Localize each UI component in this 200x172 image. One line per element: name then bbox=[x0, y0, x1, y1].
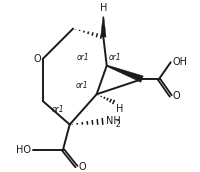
Text: or1: or1 bbox=[52, 105, 64, 114]
Text: or1: or1 bbox=[109, 53, 121, 62]
Text: H: H bbox=[100, 3, 107, 13]
Text: H: H bbox=[116, 104, 123, 114]
Text: O: O bbox=[78, 162, 86, 172]
Text: 2: 2 bbox=[116, 120, 121, 129]
Text: OH: OH bbox=[172, 57, 187, 67]
Text: HO: HO bbox=[16, 145, 31, 155]
Text: NH: NH bbox=[106, 116, 121, 126]
Polygon shape bbox=[101, 17, 106, 37]
Text: O: O bbox=[172, 91, 180, 101]
Polygon shape bbox=[106, 65, 143, 82]
Text: or1: or1 bbox=[75, 81, 88, 90]
Text: or1: or1 bbox=[77, 53, 89, 62]
Text: O: O bbox=[34, 54, 42, 64]
